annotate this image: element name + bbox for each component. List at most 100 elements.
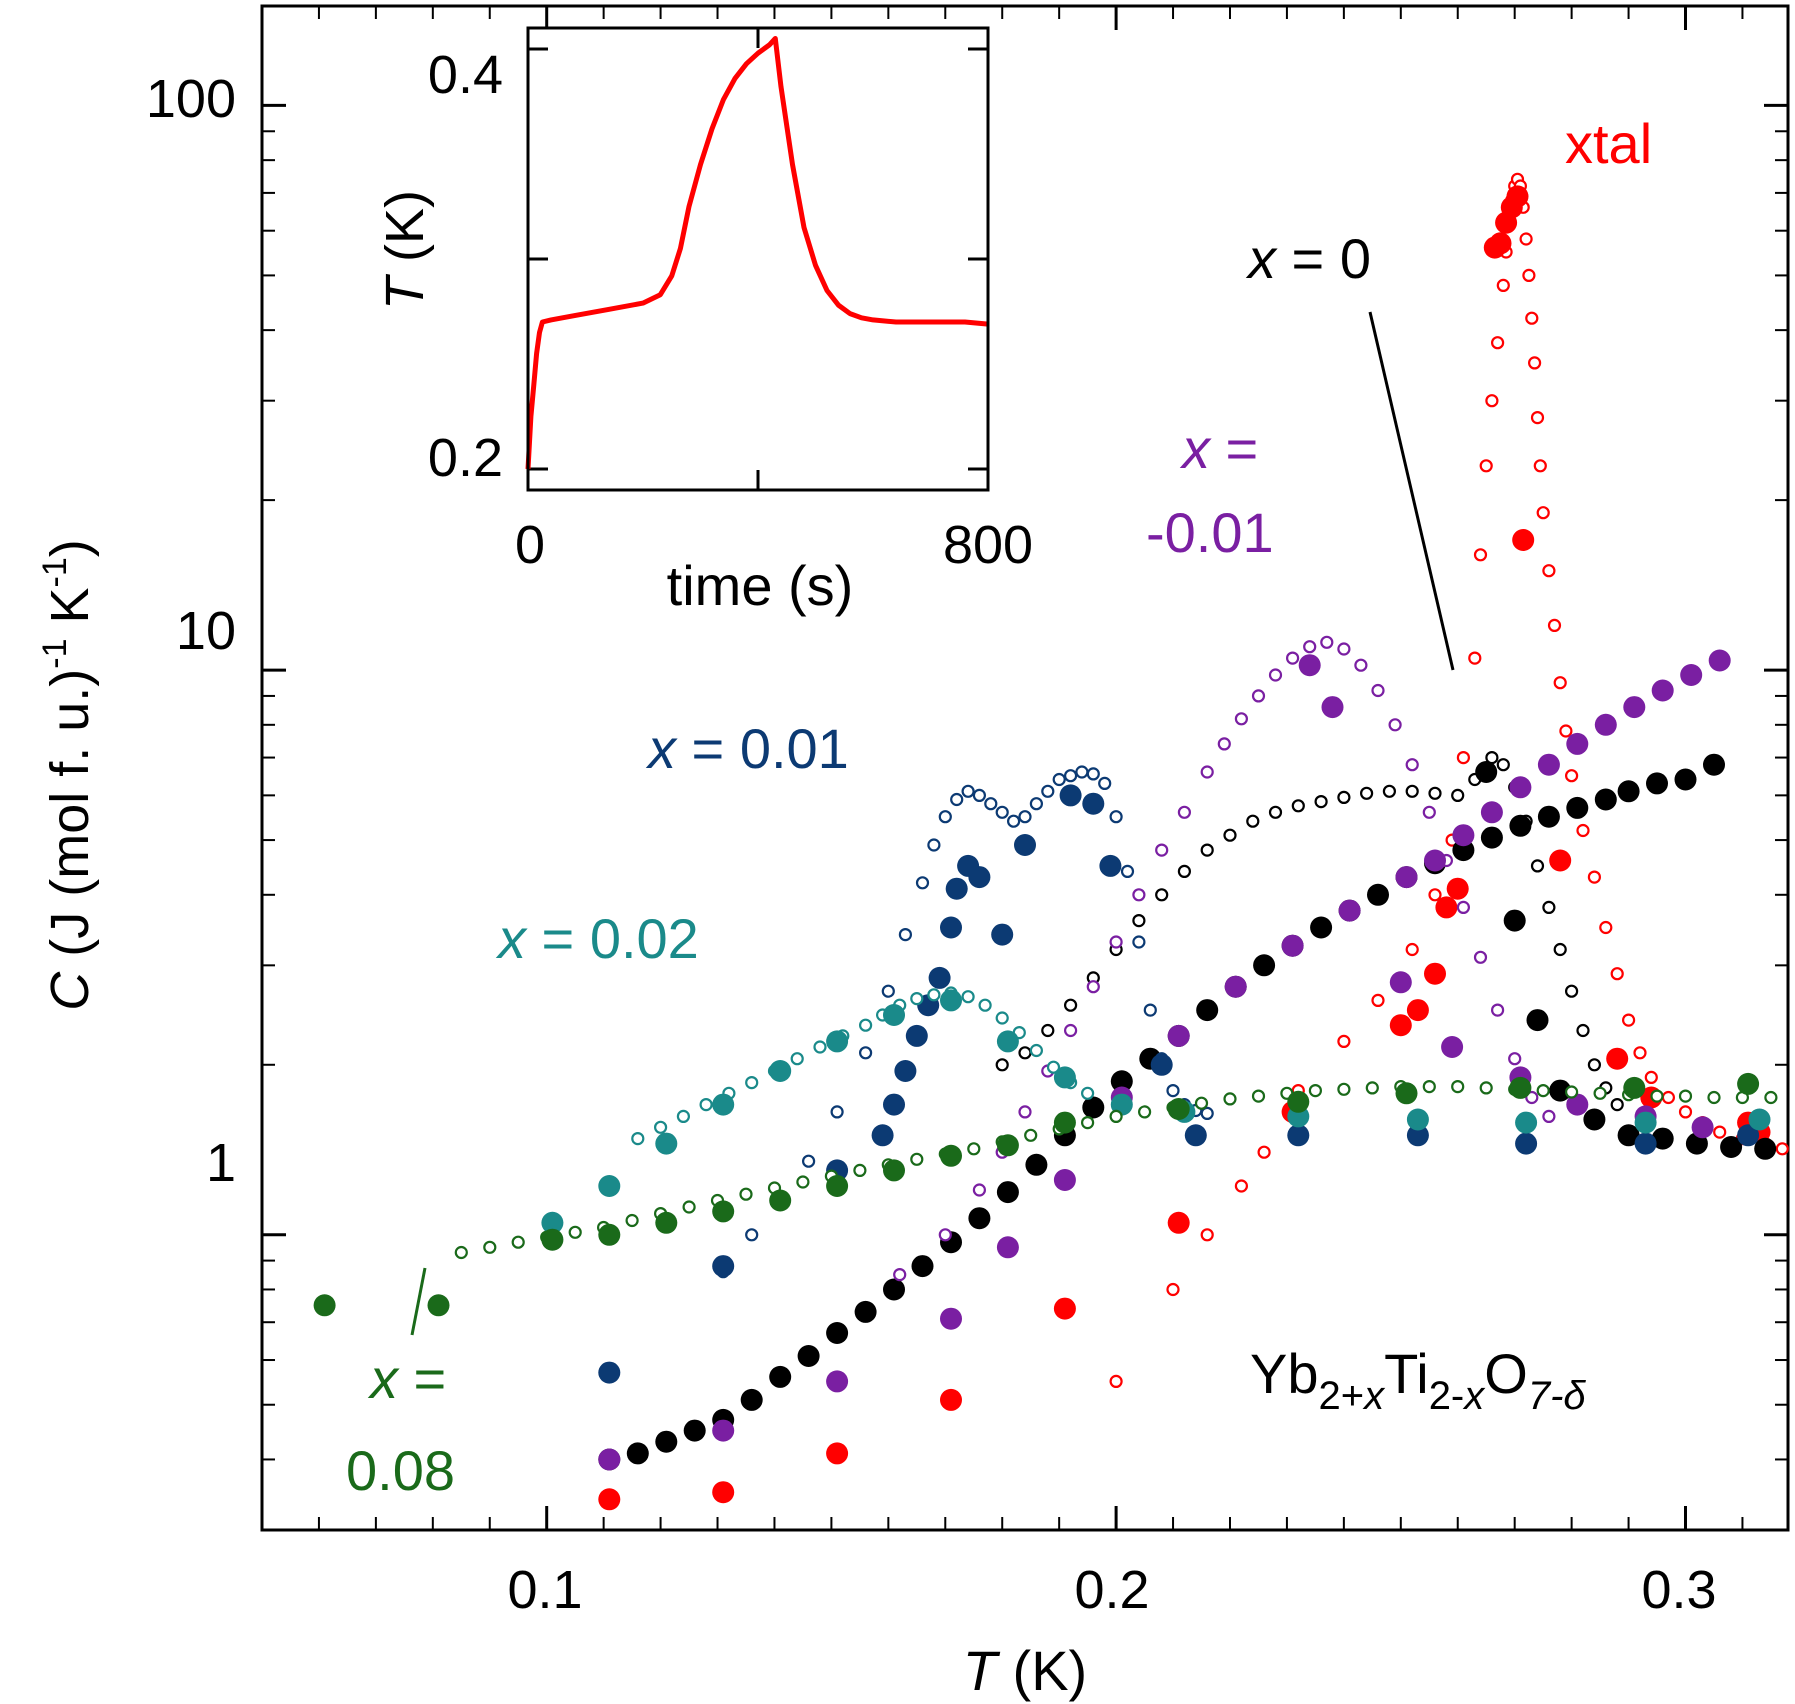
open-data-point <box>881 984 895 998</box>
open-data-point <box>1018 1046 1032 1060</box>
open-data-point <box>1251 1089 1266 1103</box>
open-data-point <box>1268 805 1283 819</box>
filled-data-point <box>541 1228 564 1251</box>
filled-data-point <box>712 1093 735 1116</box>
filled-data-point <box>598 1175 621 1197</box>
filled-data-point <box>996 1134 1019 1157</box>
open-data-point <box>1456 900 1471 915</box>
open-data-point <box>1359 786 1374 800</box>
open-data-point <box>1451 788 1465 803</box>
filled-data-point <box>1025 1153 1048 1176</box>
open-data-point <box>1587 870 1602 884</box>
filled-data-point <box>769 1060 792 1082</box>
filled-data-point <box>1708 649 1731 672</box>
filled-data-point <box>940 1388 962 1411</box>
open-data-point <box>1234 712 1249 726</box>
filled-data-point <box>996 1236 1019 1259</box>
filled-data-point <box>1298 654 1321 677</box>
filled-data-point <box>1680 664 1703 686</box>
open-data-point <box>1251 689 1266 703</box>
filled-data-point <box>1623 696 1646 719</box>
open-data-point <box>790 1052 804 1066</box>
open-data-point <box>1530 411 1545 425</box>
open-data-point <box>1109 1374 1123 1389</box>
filled-data-point <box>1480 826 1503 849</box>
filled-data-point <box>655 1430 678 1453</box>
filled-data-point <box>1503 909 1526 932</box>
series-x-0-08 <box>313 1072 1778 1317</box>
open-data-point <box>893 1267 907 1282</box>
filled-data-point <box>769 1189 792 1212</box>
x-axis-label: T (K) <box>963 1639 1087 1702</box>
open-data-point <box>1536 1083 1550 1098</box>
open-data-point <box>915 876 930 890</box>
open-data-point <box>1166 1083 1180 1098</box>
series-label-xtal: xtal <box>1565 112 1652 175</box>
filled-data-point <box>1110 1070 1133 1093</box>
open-data-point <box>1468 651 1482 665</box>
series-leader-x008 <box>410 1267 427 1336</box>
open-data-point <box>1405 784 1419 798</box>
open-data-point <box>1075 765 1089 779</box>
filled-data-point <box>991 923 1014 946</box>
open-data-point <box>1456 750 1471 765</box>
open-data-point <box>1132 913 1146 928</box>
filled-data-point <box>1406 1124 1429 1147</box>
filled-data-point <box>1167 1024 1190 1047</box>
open-data-point <box>1109 935 1123 949</box>
filled-data-point <box>940 1307 962 1330</box>
filled-data-point <box>541 1211 564 1234</box>
open-data-point <box>972 788 987 803</box>
filled-data-point <box>1321 696 1344 719</box>
filled-data-point <box>911 1255 934 1278</box>
open-data-point <box>1525 311 1539 325</box>
filled-data-point <box>1150 1053 1173 1076</box>
filled-data-point <box>826 1370 849 1393</box>
open-data-point <box>1052 772 1066 787</box>
filled-data-point <box>883 1004 905 1026</box>
filled-data-point <box>1367 883 1389 906</box>
filled-data-point <box>1512 529 1535 551</box>
open-data-point <box>1109 810 1123 824</box>
filled-data-point <box>1167 1098 1190 1120</box>
open-data-point <box>1522 268 1536 282</box>
filled-data-point <box>1566 1093 1589 1116</box>
filled-data-point <box>1737 1072 1760 1095</box>
filled-data-point <box>712 1200 735 1223</box>
open-data-point <box>699 1097 713 1112</box>
filled-data-point <box>1583 1108 1606 1131</box>
open-data-point <box>1610 1097 1624 1112</box>
open-data-point <box>1063 1023 1078 1038</box>
open-data-point <box>1633 1046 1647 1060</box>
filled-data-point <box>1509 1076 1532 1099</box>
filled-data-point <box>1691 1116 1714 1139</box>
open-data-point <box>1109 1109 1123 1124</box>
open-data-point <box>1029 797 1044 811</box>
open-data-point <box>1371 683 1385 698</box>
open-data-point <box>682 1200 696 1214</box>
filled-data-point <box>626 1442 649 1465</box>
open-data-point <box>1285 651 1300 665</box>
filled-data-point <box>427 1294 450 1317</box>
open-data-point <box>1268 668 1283 682</box>
x-tick-label: 0.1 <box>507 1560 582 1620</box>
open-data-point <box>1006 814 1021 828</box>
open-data-point <box>1587 1058 1602 1072</box>
filled-data-point <box>598 1488 621 1511</box>
open-data-point <box>1610 967 1624 981</box>
open-data-point <box>796 1175 810 1189</box>
open-data-point <box>1519 232 1533 246</box>
filled-data-point <box>712 1419 735 1442</box>
open-data-point <box>1525 1090 1539 1105</box>
filled-data-point <box>1549 849 1572 872</box>
open-data-point <box>1246 814 1260 828</box>
filled-data-point <box>826 1442 849 1465</box>
filled-data-point <box>968 866 991 889</box>
open-data-point <box>1707 1090 1721 1105</box>
open-data-point <box>1155 843 1169 857</box>
open-data-point <box>1542 900 1556 915</box>
open-data-point <box>1223 1092 1237 1106</box>
series-label-x008-line2: 0.08 <box>346 1439 455 1502</box>
open-data-point <box>1063 769 1078 783</box>
open-data-point <box>910 991 924 1006</box>
